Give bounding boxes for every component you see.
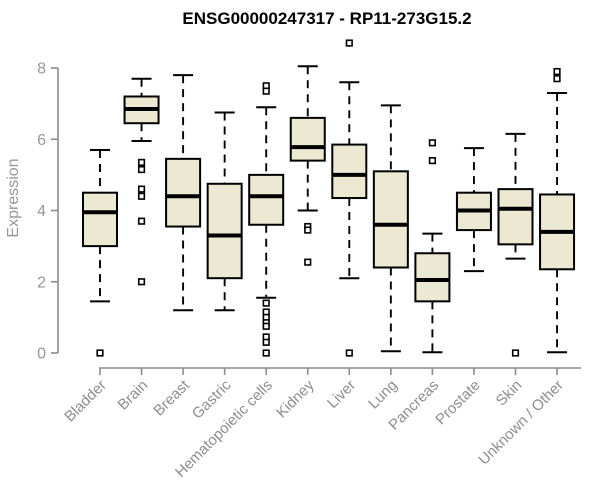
outlier-point xyxy=(428,157,437,165)
y-tick-label: 8 xyxy=(37,61,46,78)
box xyxy=(497,188,534,246)
outlier-point xyxy=(137,185,146,193)
y-tick-label: 6 xyxy=(37,132,46,149)
x-category-label: Liver xyxy=(324,377,359,412)
outlier-point xyxy=(262,338,270,346)
x-category-label: Lung xyxy=(365,377,401,413)
outlier-point xyxy=(304,226,312,234)
x-category-label: Bladder xyxy=(61,377,110,426)
x-category-label: Skin xyxy=(493,377,526,410)
x-category-label: Brain xyxy=(115,377,152,414)
outlier-point xyxy=(262,322,270,330)
outlier-point xyxy=(137,192,146,200)
outlier-point xyxy=(262,299,270,307)
y-tick-label: 4 xyxy=(37,203,46,220)
outlier-point xyxy=(262,349,270,357)
outlier-point xyxy=(511,349,520,357)
outlier-point xyxy=(553,75,561,83)
y-tick-label: 0 xyxy=(37,346,46,363)
x-category-label: Kidney xyxy=(273,376,318,421)
outlier-point xyxy=(137,165,146,174)
outlier-point xyxy=(262,87,270,95)
y-tick-label: 2 xyxy=(37,274,46,291)
x-category-label: Prostate xyxy=(432,377,484,429)
outlier-point xyxy=(137,278,146,286)
y-axis-label: Expression xyxy=(5,158,22,237)
outlier-point xyxy=(304,258,312,266)
box xyxy=(206,182,243,280)
box xyxy=(248,173,285,226)
box xyxy=(82,191,118,248)
outlier-point xyxy=(137,158,146,167)
outlier-point xyxy=(345,349,353,357)
box xyxy=(331,143,368,200)
outlier-point xyxy=(345,39,353,47)
outlier-point xyxy=(553,67,561,76)
outlier-point xyxy=(428,139,437,147)
outlier-point xyxy=(137,217,146,225)
outlier-point xyxy=(96,349,104,357)
box xyxy=(414,252,451,303)
chart-title: ENSG00000247317 - RP11-273G15.2 xyxy=(182,9,471,28)
box xyxy=(372,170,409,269)
x-category-label: Breast xyxy=(150,376,193,419)
box xyxy=(165,157,202,228)
box xyxy=(289,116,326,162)
